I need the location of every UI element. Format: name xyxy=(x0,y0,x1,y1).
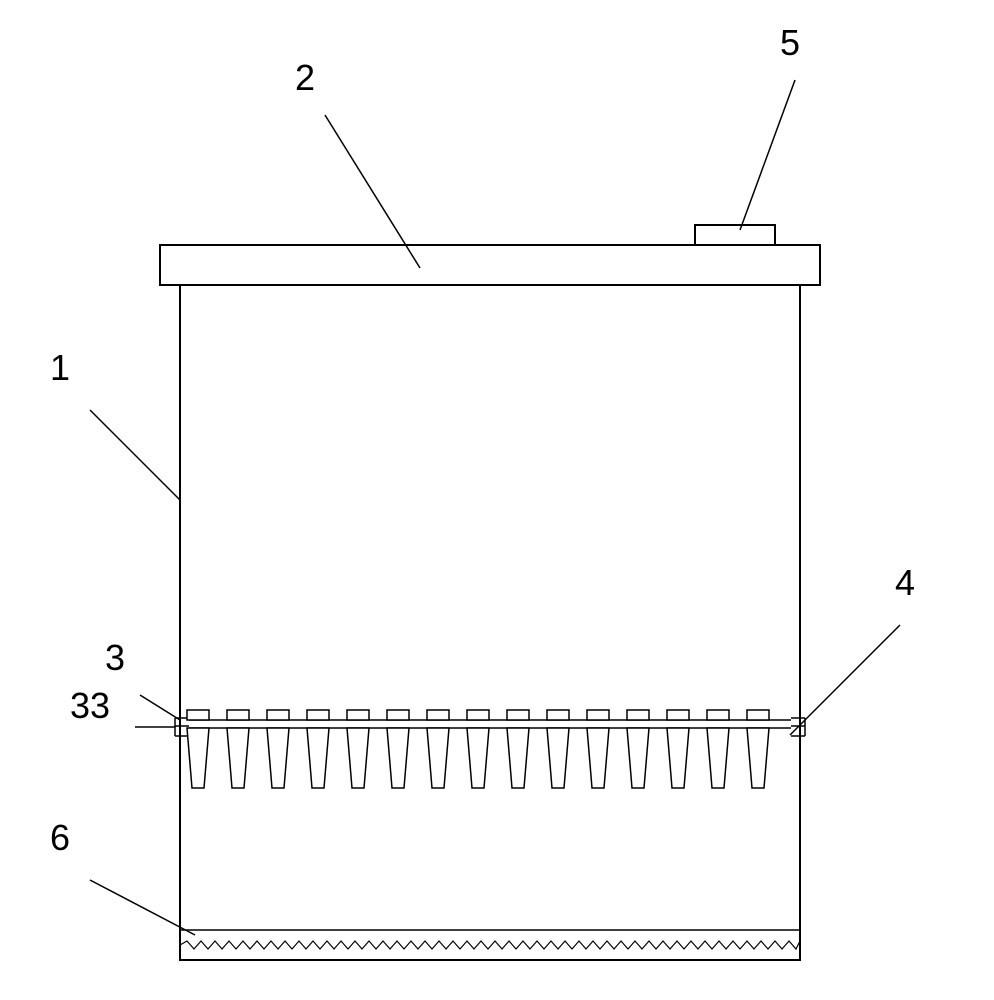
callout-label-1: 1 xyxy=(50,347,70,388)
callout-label-4: 4 xyxy=(895,562,915,603)
callout-label-6: 6 xyxy=(50,817,70,858)
callout-label-33: 33 xyxy=(70,685,110,726)
callout-label-2: 2 xyxy=(295,57,315,98)
callout-label-5: 5 xyxy=(780,22,800,63)
diagram-svg: 1 2 3 4 5 6 33 xyxy=(0,0,994,1000)
callout-label-3: 3 xyxy=(105,637,125,678)
technical-diagram: 1 2 3 4 5 6 33 xyxy=(0,0,994,1000)
